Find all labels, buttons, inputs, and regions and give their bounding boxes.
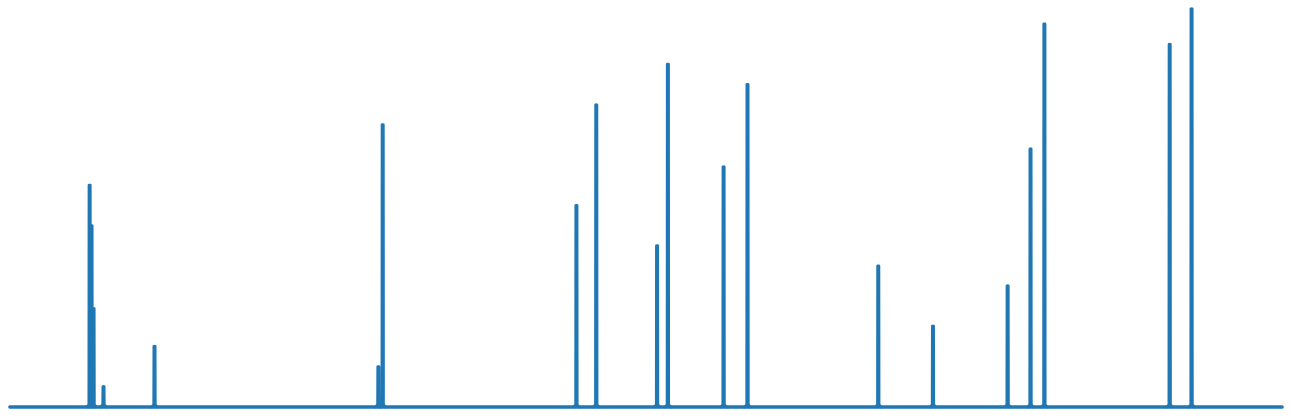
peak-8 bbox=[572, 204, 581, 409]
peak-13 bbox=[743, 83, 752, 409]
peak-14 bbox=[873, 264, 883, 409]
peak-12 bbox=[719, 165, 728, 409]
peak-11 bbox=[663, 62, 673, 409]
peak-18 bbox=[1039, 22, 1049, 409]
plot-area bbox=[8, 7, 1284, 409]
peak-9 bbox=[591, 103, 601, 409]
peak-10 bbox=[652, 244, 662, 409]
peak-7 bbox=[378, 123, 388, 409]
peak-6 bbox=[373, 365, 383, 409]
peak-20 bbox=[1187, 7, 1196, 409]
peak-16 bbox=[1003, 284, 1013, 409]
peak-3 bbox=[89, 307, 98, 409]
peak-19 bbox=[1165, 42, 1175, 409]
peak-5 bbox=[150, 344, 159, 409]
peak-17 bbox=[1026, 147, 1035, 409]
peak-15 bbox=[928, 324, 938, 409]
peak-4 bbox=[99, 385, 108, 409]
